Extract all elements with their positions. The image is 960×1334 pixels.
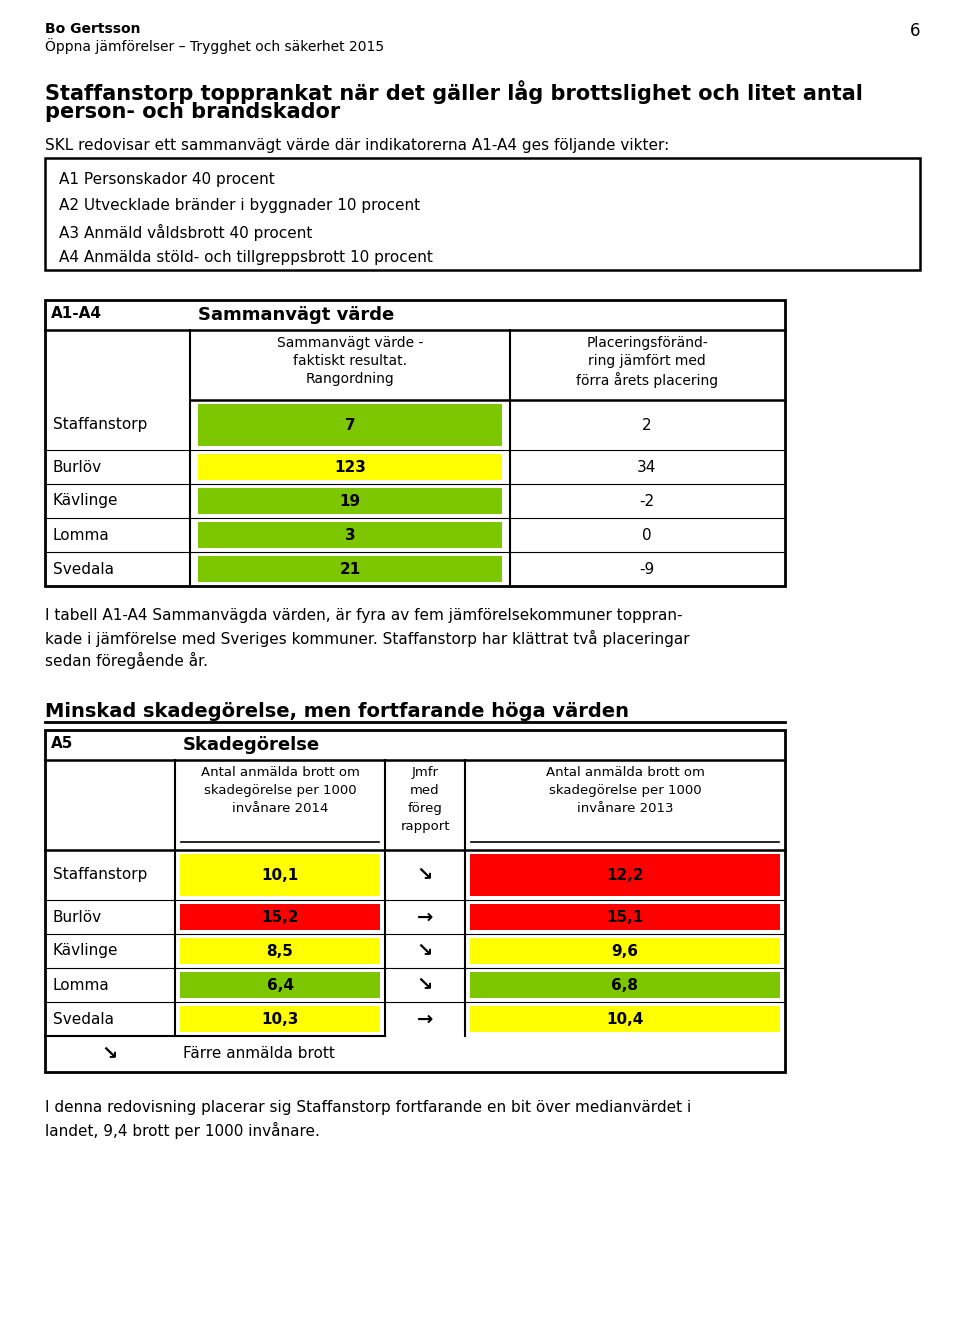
Text: A3 Anmäld våldsbrott 40 procent: A3 Anmäld våldsbrott 40 procent [59,224,312,241]
Text: 15,1: 15,1 [607,910,643,924]
Text: ↘: ↘ [102,1045,118,1063]
Text: sedan föregående år.: sedan föregående år. [45,652,208,670]
Bar [198,522,502,548]
Text: Staffanstorp: Staffanstorp [53,867,148,883]
Bar [180,972,380,998]
Text: 10,1: 10,1 [261,867,299,883]
Text: Burlöv: Burlöv [53,910,102,924]
Text: 8,5: 8,5 [267,943,294,959]
Text: Rangordning: Rangordning [305,372,395,386]
Text: Staffanstorp topprankat när det gäller låg brottslighet och litet antal: Staffanstorp topprankat när det gäller l… [45,80,863,104]
Text: förra årets placering: förra årets placering [576,372,718,388]
Text: Öppna jämförelser – Trygghet och säkerhet 2015: Öppna jämförelser – Trygghet och säkerhe… [45,37,384,53]
Text: 19: 19 [340,494,361,508]
Text: Svedala: Svedala [53,1011,114,1026]
Text: 6,4: 6,4 [267,978,294,992]
Text: föreg: föreg [408,802,443,815]
Text: I tabell A1-A4 Sammanvägda värden, är fyra av fem jämförelsekommuner toppran-: I tabell A1-A4 Sammanvägda värden, är fy… [45,608,683,623]
Text: A1-A4: A1-A4 [51,305,102,321]
Text: 6,8: 6,8 [612,978,638,992]
Text: ↘: ↘ [417,942,433,960]
Bar [470,938,780,964]
Text: →: → [417,907,433,927]
Text: invånare 2013: invånare 2013 [577,802,673,815]
Text: skadegörelse per 1000: skadegörelse per 1000 [204,784,356,796]
Text: Jmfr: Jmfr [412,766,439,779]
Text: Svedala: Svedala [53,562,114,576]
Bar [180,854,380,896]
Text: -2: -2 [639,494,655,508]
Text: SKL redovisar ett sammanvägt värde där indikatorerna A1-A4 ges följande vikter:: SKL redovisar ett sammanvägt värde där i… [45,137,669,153]
Text: →: → [417,1010,433,1029]
Bar [180,938,380,964]
Bar [470,1006,780,1033]
Text: 21: 21 [340,562,361,576]
Bar [470,972,780,998]
Text: landet, 9,4 brott per 1000 invånare.: landet, 9,4 brott per 1000 invånare. [45,1122,320,1139]
Text: Placeringsföränd-: Placeringsföränd- [587,336,708,350]
Text: Burlöv: Burlöv [53,459,102,475]
Text: Antal anmälda brott om: Antal anmälda brott om [201,766,359,779]
Text: Sammanvägt värde: Sammanvägt värde [198,305,395,324]
Text: Bo Gertsson: Bo Gertsson [45,21,140,36]
Text: skadegörelse per 1000: skadegörelse per 1000 [549,784,702,796]
Text: med: med [410,784,440,796]
Text: 3: 3 [345,527,355,543]
Text: faktiskt resultat.: faktiskt resultat. [293,354,407,368]
Bar [180,1006,380,1033]
Text: 9,6: 9,6 [612,943,638,959]
Text: Lomma: Lomma [53,978,109,992]
Text: Minskad skadegörelse, men fortfarande höga värden: Minskad skadegörelse, men fortfarande hö… [45,702,629,720]
Text: Antal anmälda brott om: Antal anmälda brott om [545,766,705,779]
Text: I denna redovisning placerar sig Staffanstorp fortfarande en bit över medianvärd: I denna redovisning placerar sig Staffan… [45,1101,691,1115]
Bar [198,454,502,480]
Text: 123: 123 [334,459,366,475]
Text: 34: 34 [637,459,657,475]
Bar [180,904,380,930]
Text: 6: 6 [909,21,920,40]
Text: 7: 7 [345,418,355,432]
Text: -9: -9 [639,562,655,576]
Text: 0: 0 [642,527,652,543]
Text: ↘: ↘ [417,866,433,884]
Text: Färre anmälda brott: Färre anmälda brott [183,1046,335,1062]
Bar [198,556,502,582]
Text: A4 Anmälda stöld- och tillgreppsbrott 10 procent: A4 Anmälda stöld- och tillgreppsbrott 10… [59,249,433,265]
Bar [45,730,785,1073]
Text: invånare 2014: invånare 2014 [231,802,328,815]
Text: rapport: rapport [400,820,449,832]
Text: Lomma: Lomma [53,527,109,543]
Text: A5: A5 [51,736,73,751]
Text: 15,2: 15,2 [261,910,299,924]
Text: ↘: ↘ [417,975,433,995]
Text: ring jämfört med: ring jämfört med [588,354,706,368]
Bar [198,404,502,446]
Text: Kävlinge: Kävlinge [53,494,118,508]
Text: 2: 2 [642,418,652,432]
Text: Sammanvägt värde -: Sammanvägt värde - [276,336,423,350]
Text: Kävlinge: Kävlinge [53,943,118,959]
Bar [198,488,502,514]
Text: Skadegörelse: Skadegörelse [183,736,320,754]
Text: Staffanstorp: Staffanstorp [53,418,148,432]
Bar [470,904,780,930]
Text: 10,4: 10,4 [607,1011,644,1026]
Text: A1 Personskador 40 procent: A1 Personskador 40 procent [59,172,275,187]
Text: person- och brandskador: person- och brandskador [45,101,340,121]
Text: A2 Utvecklade bränder i byggnader 10 procent: A2 Utvecklade bränder i byggnader 10 pro… [59,197,420,213]
Text: kade i jämförelse med Sveriges kommuner. Staffanstorp har klättrat två placering: kade i jämförelse med Sveriges kommuner.… [45,630,689,647]
Bar [470,854,780,896]
Text: 10,3: 10,3 [261,1011,299,1026]
Bar [45,157,920,269]
Bar [45,300,785,586]
Text: 12,2: 12,2 [606,867,644,883]
